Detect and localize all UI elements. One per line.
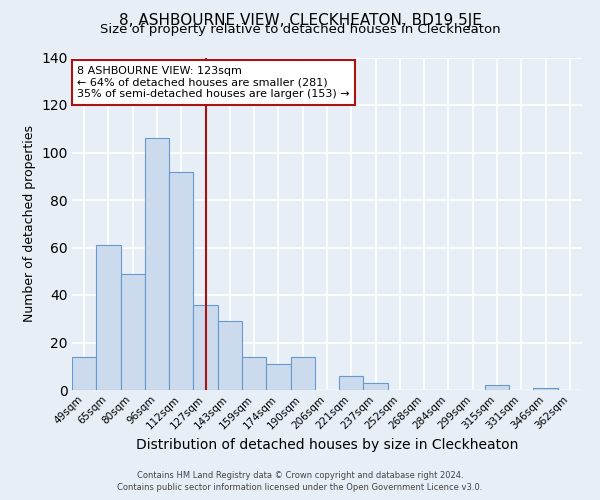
Text: 8 ASHBOURNE VIEW: 123sqm
← 64% of detached houses are smaller (281)
35% of semi-: 8 ASHBOURNE VIEW: 123sqm ← 64% of detach… [77, 66, 350, 99]
Bar [96, 245, 121, 390]
X-axis label: Distribution of detached houses by size in Cleckheaton: Distribution of detached houses by size … [136, 438, 518, 452]
Bar [121, 274, 145, 390]
Text: Contains HM Land Registry data © Crown copyright and database right 2024.
Contai: Contains HM Land Registry data © Crown c… [118, 471, 482, 492]
Bar [72, 357, 96, 390]
Bar [242, 357, 266, 390]
Bar [290, 357, 315, 390]
Text: 8, ASHBOURNE VIEW, CLECKHEATON, BD19 5JE: 8, ASHBOURNE VIEW, CLECKHEATON, BD19 5JE [119, 12, 481, 28]
Bar [339, 376, 364, 390]
Text: Size of property relative to detached houses in Cleckheaton: Size of property relative to detached ho… [100, 22, 500, 36]
Bar [533, 388, 558, 390]
Bar [218, 321, 242, 390]
Bar [145, 138, 169, 390]
Y-axis label: Number of detached properties: Number of detached properties [23, 125, 36, 322]
Bar [193, 304, 218, 390]
Bar [169, 172, 193, 390]
Bar [364, 383, 388, 390]
Bar [485, 385, 509, 390]
Bar [266, 364, 290, 390]
